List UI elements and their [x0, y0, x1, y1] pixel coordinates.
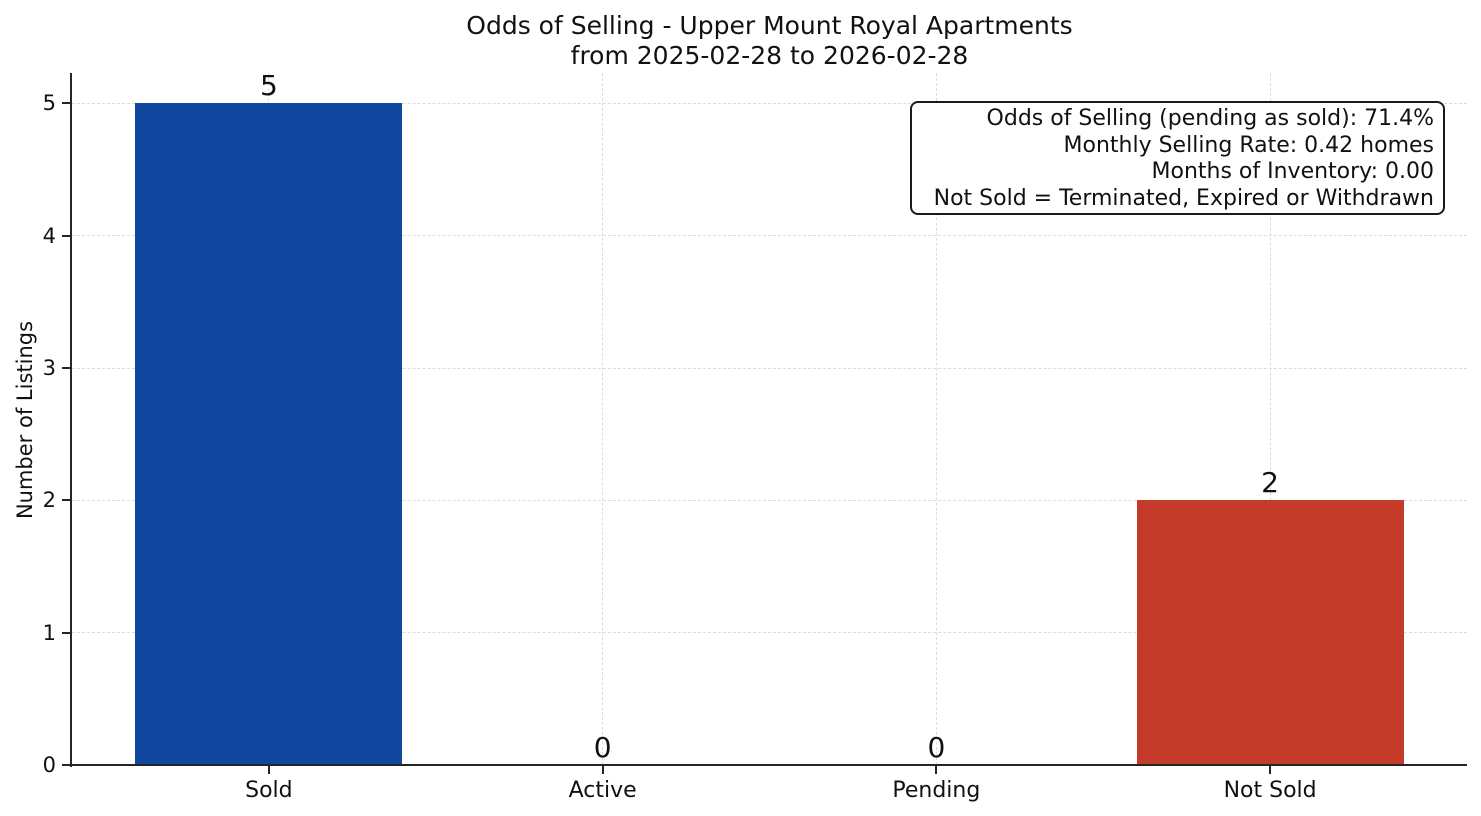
- y-tick: [62, 764, 70, 766]
- x-gridline: [935, 73, 937, 765]
- y-gridline: [72, 499, 1467, 501]
- bar-not-sold: [1136, 500, 1404, 765]
- y-tick: [62, 631, 70, 634]
- annotation-months-of-inventory: Months of Inventory: 0.00: [1151, 159, 1434, 184]
- bar-value-label-sold: 5: [259, 69, 278, 103]
- y-tick-label: 3: [42, 356, 56, 381]
- x-tick-label-not-sold: Not Sold: [1223, 778, 1317, 803]
- y-tick-label: 2: [42, 488, 56, 513]
- y-gridline: [72, 102, 1467, 104]
- y-tick: [62, 367, 70, 370]
- bar-value-label-not-sold: 2: [1261, 466, 1279, 500]
- annotation-not-sold-definition: Not Sold = Terminated, Expired or Withdr…: [933, 185, 1434, 211]
- x-tick: [1269, 766, 1272, 774]
- x-gridline: [602, 73, 604, 765]
- x-axis-spine: [70, 764, 1467, 766]
- x-tick: [601, 766, 604, 774]
- x-tick-label-sold: Sold: [245, 778, 293, 803]
- x-gridline: [1269, 73, 1271, 765]
- bar-value-label-active: 0: [593, 731, 612, 764]
- y-tick: [62, 102, 70, 105]
- x-tick-label-active: Active: [568, 778, 637, 803]
- annotation-odds-of-selling: Odds of Selling (pending as sold): 71.4%: [986, 106, 1434, 131]
- stats-annotation-box: Odds of Selling (pending as sold): 71.4%…: [910, 101, 1445, 215]
- y-tick: [62, 234, 70, 237]
- x-tick: [935, 766, 938, 774]
- x-tick: [267, 766, 270, 774]
- y-tick-label: 1: [42, 620, 56, 645]
- bar-value-label-pending: 0: [927, 731, 946, 764]
- x-tick-label-pending: Pending: [892, 778, 981, 803]
- y-tick-label: 4: [42, 223, 56, 248]
- y-tick-label: 0: [42, 753, 56, 777]
- y-tick: [62, 499, 70, 502]
- y-gridline: [72, 235, 1467, 237]
- chart-title-line-1: Odds of Selling - Upper Mount Royal Apar…: [466, 11, 1073, 40]
- bar-sold: [135, 103, 403, 765]
- y-gridline: [72, 367, 1467, 369]
- y-gridline: [72, 632, 1467, 634]
- chart-title-line-2: from 2025-02-28 to 2026-02-28: [570, 41, 969, 70]
- y-axis-spine: [70, 73, 72, 767]
- annotation-monthly-selling-rate: Monthly Selling Rate: 0.42 homes: [1063, 132, 1434, 158]
- y-tick-label: 5: [42, 91, 56, 116]
